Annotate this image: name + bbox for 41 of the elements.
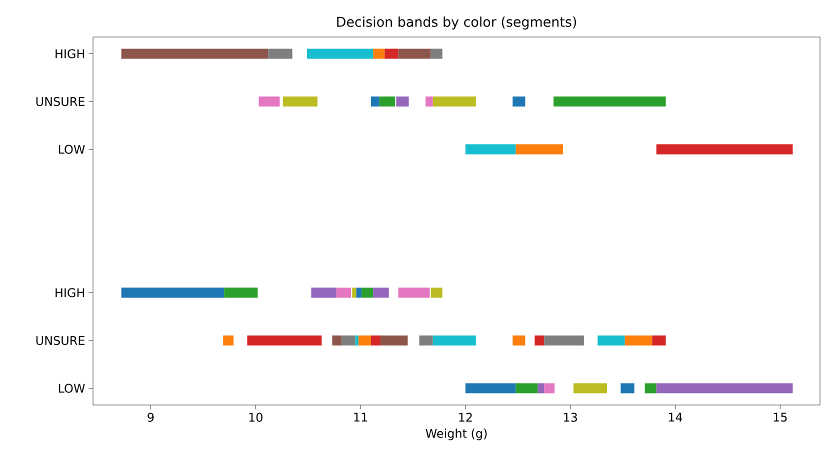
- y-tick-label: HIGH: [56, 49, 84, 58]
- bar: [356, 288, 362, 298]
- x-axis-title: Weight (g): [426, 428, 487, 440]
- y-tick-label: UNSURE: [36, 97, 84, 106]
- bar: [311, 288, 336, 298]
- x-tick-label: 13: [564, 412, 577, 422]
- bar: [598, 335, 625, 346]
- bar: [620, 383, 634, 394]
- y-tick-label: LOW: [58, 384, 85, 393]
- bar: [224, 288, 258, 298]
- bar: [465, 383, 516, 394]
- bar: [544, 335, 584, 346]
- bar: [380, 335, 408, 346]
- bar: [121, 48, 268, 59]
- bar: [121, 288, 224, 298]
- chart-title: Decision bands by color (segments): [337, 16, 576, 30]
- bar: [352, 288, 356, 298]
- bar: [332, 335, 342, 346]
- bar: [624, 335, 652, 346]
- y-tick-label: HIGH: [56, 288, 84, 298]
- x-tick-label: 14: [668, 412, 682, 422]
- bar: [652, 335, 666, 346]
- bar: [573, 383, 608, 394]
- bar: [512, 335, 526, 346]
- bar: [544, 383, 555, 394]
- bar: [656, 383, 793, 394]
- bar: [538, 383, 544, 394]
- bar: [398, 48, 431, 59]
- x-tick-label: 10: [249, 412, 262, 422]
- x-tick-label: 11: [354, 412, 368, 422]
- y-tick-label: UNSURE: [36, 336, 84, 346]
- y-tick-label: LOW: [58, 144, 85, 154]
- bar: [516, 383, 538, 394]
- bar: [336, 288, 352, 298]
- bar: [644, 383, 656, 394]
- x-tick-label: 9: [148, 412, 154, 422]
- bar: [373, 288, 389, 298]
- x-tick-label: 12: [459, 412, 472, 422]
- x-tick-label: 15: [774, 412, 787, 422]
- bar: [534, 335, 544, 346]
- bar: [362, 288, 374, 298]
